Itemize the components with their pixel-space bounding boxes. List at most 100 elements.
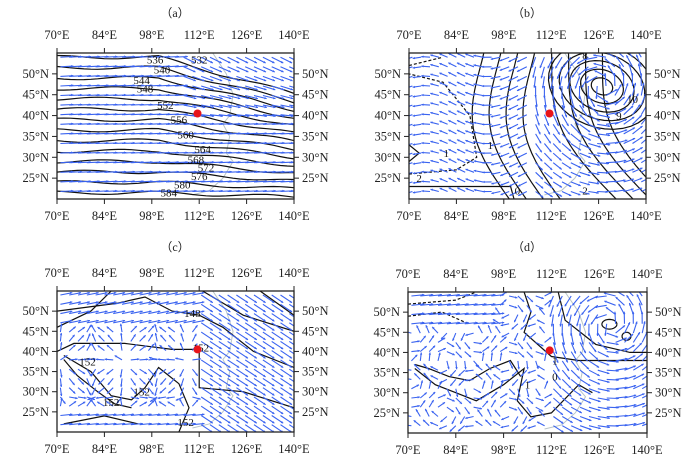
- wind-vector-head: [412, 133, 416, 137]
- wind-vector: [579, 378, 591, 387]
- wind-vector: [465, 187, 475, 193]
- wind-vector: [262, 387, 275, 396]
- wind-vector: [581, 304, 590, 316]
- wind-vector-head: [152, 400, 155, 403]
- wind-vector-shaft: [200, 415, 214, 424]
- wind-vector-head: [479, 342, 482, 345]
- wind-vector: [409, 142, 413, 146]
- location-marker: [545, 109, 554, 118]
- wind-vector-shaft: [227, 424, 240, 432]
- wind-vector-shaft: [409, 56, 413, 59]
- wind-vector: [448, 129, 457, 135]
- wind-vector: [605, 306, 616, 316]
- wind-vector-head: [289, 69, 293, 73]
- wind-vector: [570, 388, 582, 397]
- wind-vector-head: [245, 393, 249, 396]
- wind-vector: [218, 377, 231, 387]
- wind-vector-head: [211, 96, 214, 100]
- wind-vector-shaft: [288, 424, 294, 429]
- lon-tick-label: 70°E: [44, 28, 69, 42]
- wind-vector: [218, 387, 231, 396]
- wind-vector-head: [72, 382, 75, 385]
- wind-vector: [535, 162, 544, 171]
- wind-vector: [579, 95, 585, 109]
- wind-vector: [271, 313, 284, 322]
- wind-vector-head: [606, 371, 610, 375]
- wind-vector-head: [458, 411, 461, 415]
- wind-vector: [412, 114, 422, 117]
- wind-vector-shaft: [253, 415, 266, 424]
- wind-vector: [209, 294, 222, 304]
- lon-tick-label: 70°E: [396, 28, 421, 42]
- wind-vector: [192, 310, 205, 315]
- wind-vector: [288, 387, 294, 392]
- wind-vector: [209, 368, 222, 378]
- wind-vector: [456, 110, 466, 116]
- wind-vector: [487, 324, 492, 334]
- wind-vector: [437, 401, 446, 408]
- wind-vector-shaft: [253, 294, 266, 304]
- wind-vector-head: [500, 370, 504, 373]
- wind-vector: [201, 75, 214, 82]
- contour-label: 152: [177, 417, 194, 429]
- wind-vector-head: [491, 172, 494, 176]
- wind-vector: [180, 378, 185, 387]
- wind-vector: [262, 66, 276, 73]
- wind-vector: [579, 369, 591, 378]
- wind-vector-head: [481, 94, 485, 97]
- wind-vectors: [409, 53, 650, 198]
- wind-vector: [289, 94, 294, 98]
- wind-vector: [148, 291, 161, 296]
- wind-vector: [253, 104, 267, 109]
- wind-vector-head: [648, 146, 650, 148]
- wind-vector-shaft: [227, 104, 241, 109]
- wind-vector-head: [81, 382, 84, 385]
- wind-vector: [98, 378, 105, 385]
- wind-vector: [588, 152, 601, 157]
- wind-vector: [244, 303, 258, 313]
- contour-line: [601, 53, 646, 179]
- wind-vector-head: [157, 396, 160, 400]
- wind-vector-head: [298, 338, 300, 340]
- wind-vector: [91, 378, 97, 387]
- wind-vector-shaft: [597, 133, 611, 137]
- wind-vector: [499, 346, 508, 353]
- wind-vector: [174, 84, 188, 87]
- wind-vector-head: [254, 337, 257, 340]
- wind-vector: [465, 178, 475, 183]
- wind-vector-head: [481, 75, 485, 78]
- wind-vector-head: [548, 76, 552, 79]
- wind-vector-head: [458, 383, 462, 386]
- wind-vector-shaft: [561, 95, 565, 109]
- wind-vector-head: [607, 134, 611, 137]
- wind-vector: [552, 152, 562, 161]
- wind-vector: [481, 400, 489, 408]
- wind-vector: [477, 325, 483, 334]
- wind-vector-head: [119, 393, 123, 397]
- wind-vector-head: [236, 374, 240, 377]
- wind-vector-shaft: [262, 350, 275, 359]
- wind-vector: [209, 75, 223, 82]
- wind-vector-shaft: [617, 292, 625, 297]
- wind-vector: [200, 377, 214, 387]
- wind-vector: [192, 66, 205, 73]
- wind-vector-shaft: [288, 350, 294, 355]
- wind-vector: [533, 76, 537, 88]
- wind-vector: [280, 66, 293, 73]
- wind-vector-head: [160, 334, 163, 338]
- wind-vector-head: [605, 100, 609, 103]
- wind-vector: [236, 75, 249, 82]
- wind-vector-head: [211, 105, 215, 109]
- lon-tick-label: 98°E: [491, 209, 516, 223]
- wind-vector-head: [290, 96, 294, 100]
- map-frame: [56, 290, 295, 433]
- wind-vector-head: [422, 400, 426, 403]
- wind-vector: [147, 387, 155, 395]
- contour-line: [409, 56, 444, 67]
- wind-vector-shaft: [200, 387, 214, 396]
- wind-vector: [262, 340, 275, 350]
- wind-vector: [499, 104, 510, 110]
- wind-vector: [556, 295, 563, 308]
- wind-vector-head: [568, 184, 572, 187]
- wind-vector-head: [566, 86, 570, 89]
